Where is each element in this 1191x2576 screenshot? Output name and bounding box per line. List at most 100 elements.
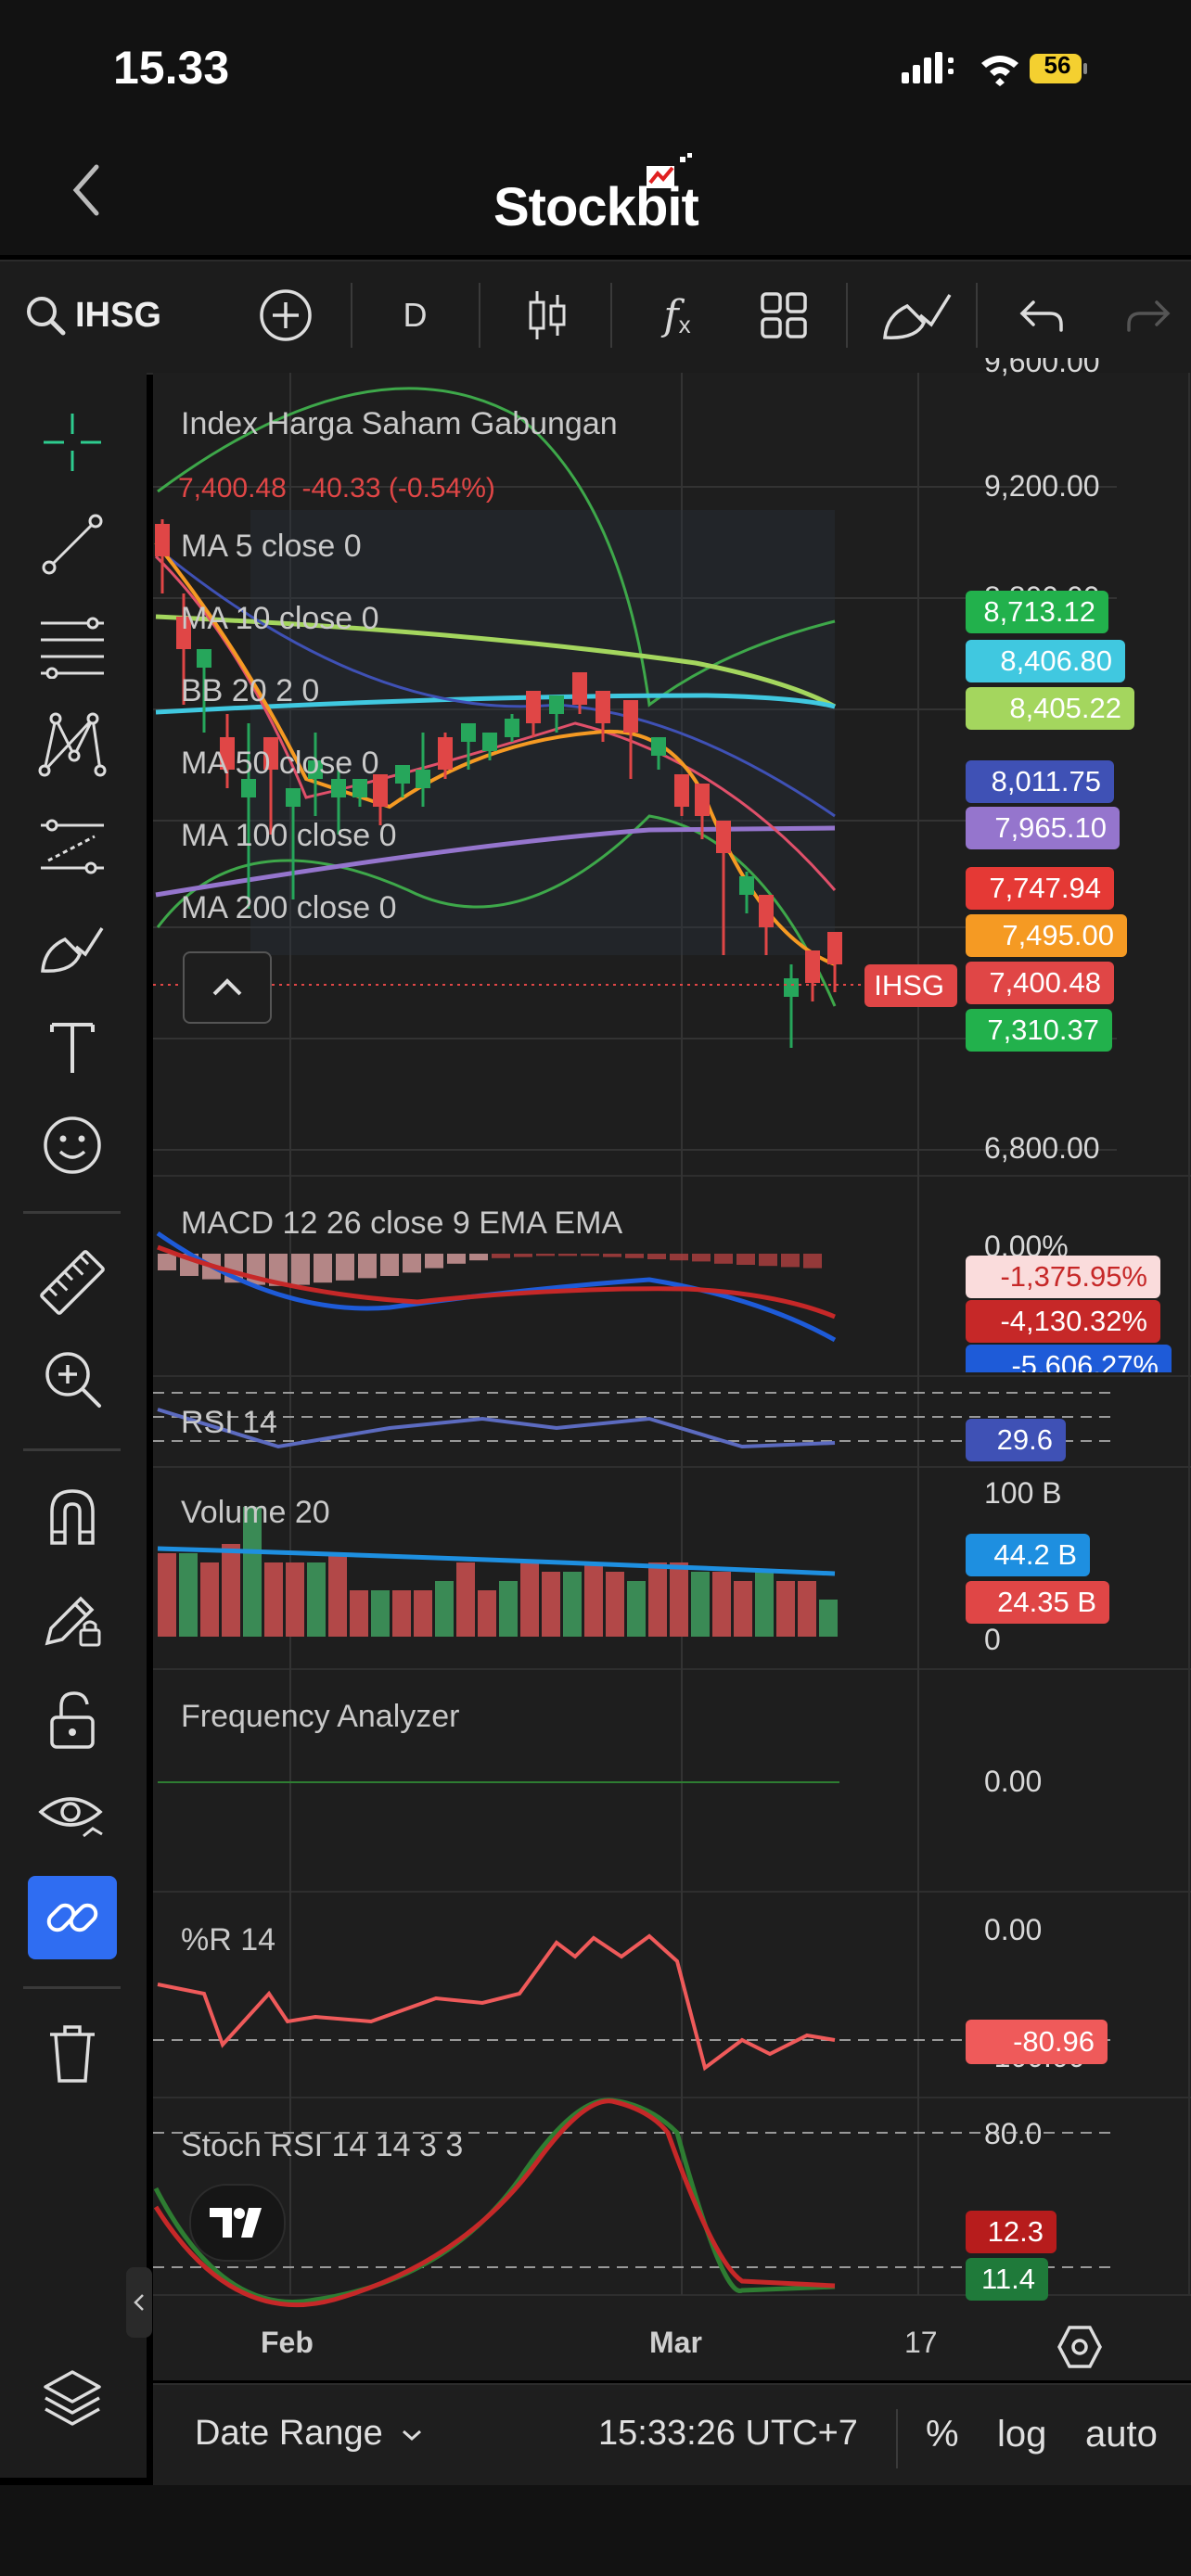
candle-body	[526, 691, 541, 723]
stochrsi-label[interactable]: Stoch RSI 14 14 3 3	[181, 2128, 464, 2163]
frequency-label[interactable]: Frequency Analyzer	[181, 1699, 460, 1734]
overlay-label[interactable]: MA 100 close 0	[181, 818, 397, 853]
status-bar: 15.33 56	[0, 0, 1191, 139]
projection-tool[interactable]	[28, 805, 117, 888]
willr-label[interactable]: %R 14	[181, 1922, 276, 1958]
auto-scale-toggle[interactable]: auto	[1085, 2414, 1158, 2455]
date-range-dropdown[interactable]: Date Range	[195, 2414, 426, 2454]
macd-label[interactable]: MACD 12 26 close 9 EMA EMA	[181, 1205, 623, 1241]
overlay-label[interactable]: MA 200 close 0	[181, 890, 397, 925]
rsi-label[interactable]: RSI 14	[181, 1405, 277, 1440]
brush-icon	[882, 294, 951, 339]
status-time: 15.33	[113, 42, 230, 94]
macd-axis-label: 0.00%	[984, 1233, 1069, 1257]
macd-histogram-bar	[158, 1254, 176, 1270]
volume-bar	[755, 1572, 774, 1637]
measure-tool[interactable]	[28, 1241, 117, 1324]
ma-line	[155, 825, 836, 898]
volume-bar	[158, 1553, 176, 1637]
overlay-label[interactable]: BB 20 2 0	[181, 673, 320, 708]
volume-bar	[712, 1572, 731, 1637]
volume-ma-tag: 44.2 B	[966, 1534, 1090, 1576]
macd-histogram-bar	[692, 1254, 711, 1262]
volume-label[interactable]: Volume 20	[181, 1495, 330, 1530]
fx-icon: f	[663, 291, 679, 339]
emoji-tool[interactable]	[28, 1103, 117, 1187]
unlock-tool[interactable]	[28, 1678, 117, 1762]
candle-body	[197, 649, 211, 668]
candle-body	[572, 672, 587, 705]
macd-histogram-bar	[714, 1254, 733, 1264]
fib-tool[interactable]	[28, 605, 117, 688]
back-arrow-icon[interactable]	[59, 158, 115, 223]
price-tag: 8,713.12	[966, 591, 1108, 633]
delete-tool[interactable]	[28, 2012, 117, 2096]
drawing-sidebar	[0, 373, 147, 2478]
toolbar-divider	[351, 283, 352, 348]
price-tag: 7,965.10	[966, 807, 1120, 849]
volume-bar	[456, 1562, 475, 1637]
tradingview-logo[interactable]	[189, 2184, 286, 2262]
candlestick-icon	[529, 291, 566, 339]
lock-drawings-tool[interactable]	[28, 1576, 117, 1660]
layout-button[interactable]	[747, 278, 821, 352]
macd-histogram-bar	[536, 1254, 555, 1256]
layers-tool[interactable]	[28, 2355, 117, 2439]
macd-histogram-bar	[269, 1254, 288, 1286]
expand-sidebar-handle[interactable]	[126, 2267, 152, 2338]
volume-bar	[435, 1581, 454, 1637]
volume-bar	[222, 1544, 240, 1637]
magnet-tool[interactable]	[28, 1474, 117, 1558]
volume-bar	[392, 1590, 411, 1637]
brush-tool[interactable]	[28, 907, 117, 990]
macd-histogram-bar	[647, 1254, 666, 1259]
link-tool[interactable]	[28, 1876, 117, 1959]
trendline-tool[interactable]	[28, 503, 117, 586]
volume-bar	[520, 1562, 539, 1637]
willr-line	[157, 1933, 836, 2072]
redo-button[interactable]	[1113, 278, 1183, 352]
time-axis-label: Feb	[261, 2326, 314, 2359]
add-symbol-button[interactable]	[250, 278, 320, 352]
indicators-button[interactable]: f x	[640, 278, 714, 352]
text-tool[interactable]	[28, 1006, 117, 1090]
zoom-tool[interactable]	[28, 1337, 117, 1421]
overlay-label[interactable]: MA 10 close 0	[181, 601, 379, 636]
chart-type-button[interactable]	[510, 278, 584, 352]
chart-settings-button[interactable]	[1051, 2318, 1108, 2376]
wifi-icon	[981, 56, 1018, 86]
volume-bar	[648, 1562, 667, 1637]
magnet-icon	[50, 1489, 95, 1545]
macd-histogram-bar	[492, 1254, 510, 1258]
candle-body	[505, 719, 519, 737]
candle-body	[438, 737, 453, 770]
volume-bar	[819, 1600, 838, 1637]
date-range-label: Date Range	[195, 2414, 383, 2453]
overlay-label[interactable]: MA 5 close 0	[181, 529, 362, 564]
volume-bar	[563, 1572, 582, 1637]
candle-body	[549, 695, 564, 714]
forecast-icon	[41, 819, 104, 874]
percent-scale-toggle[interactable]: %	[926, 2414, 959, 2455]
crosshair-tool[interactable]	[28, 401, 117, 484]
stoch-k-line	[153, 2098, 836, 2308]
visibility-tool[interactable]	[28, 1771, 117, 1855]
clock-timezone[interactable]: 15:33:26 UTC+7	[598, 2414, 858, 2453]
macd-histogram-bar	[736, 1254, 755, 1265]
symbol-search[interactable]: IHSG	[23, 278, 181, 352]
overlay-label[interactable]: MA 50 close 0	[181, 746, 379, 781]
price-tag: 7,310.37	[966, 1009, 1112, 1052]
volume-bar	[478, 1590, 496, 1637]
drawing-tool-button[interactable]	[877, 278, 955, 352]
volume-bar	[371, 1590, 390, 1637]
undo-button[interactable]	[1006, 278, 1076, 352]
candle-body	[395, 765, 410, 784]
candle-body	[827, 932, 842, 964]
pattern-tool[interactable]	[28, 703, 117, 786]
log-scale-toggle[interactable]: log	[997, 2414, 1047, 2455]
bb-lower-line	[156, 814, 837, 1007]
macd-value-tag: -4,130.32%	[966, 1300, 1160, 1343]
interval-button[interactable]: D	[403, 296, 428, 334]
volume-bar	[776, 1581, 795, 1637]
collapse-legend-button[interactable]	[183, 951, 272, 1024]
